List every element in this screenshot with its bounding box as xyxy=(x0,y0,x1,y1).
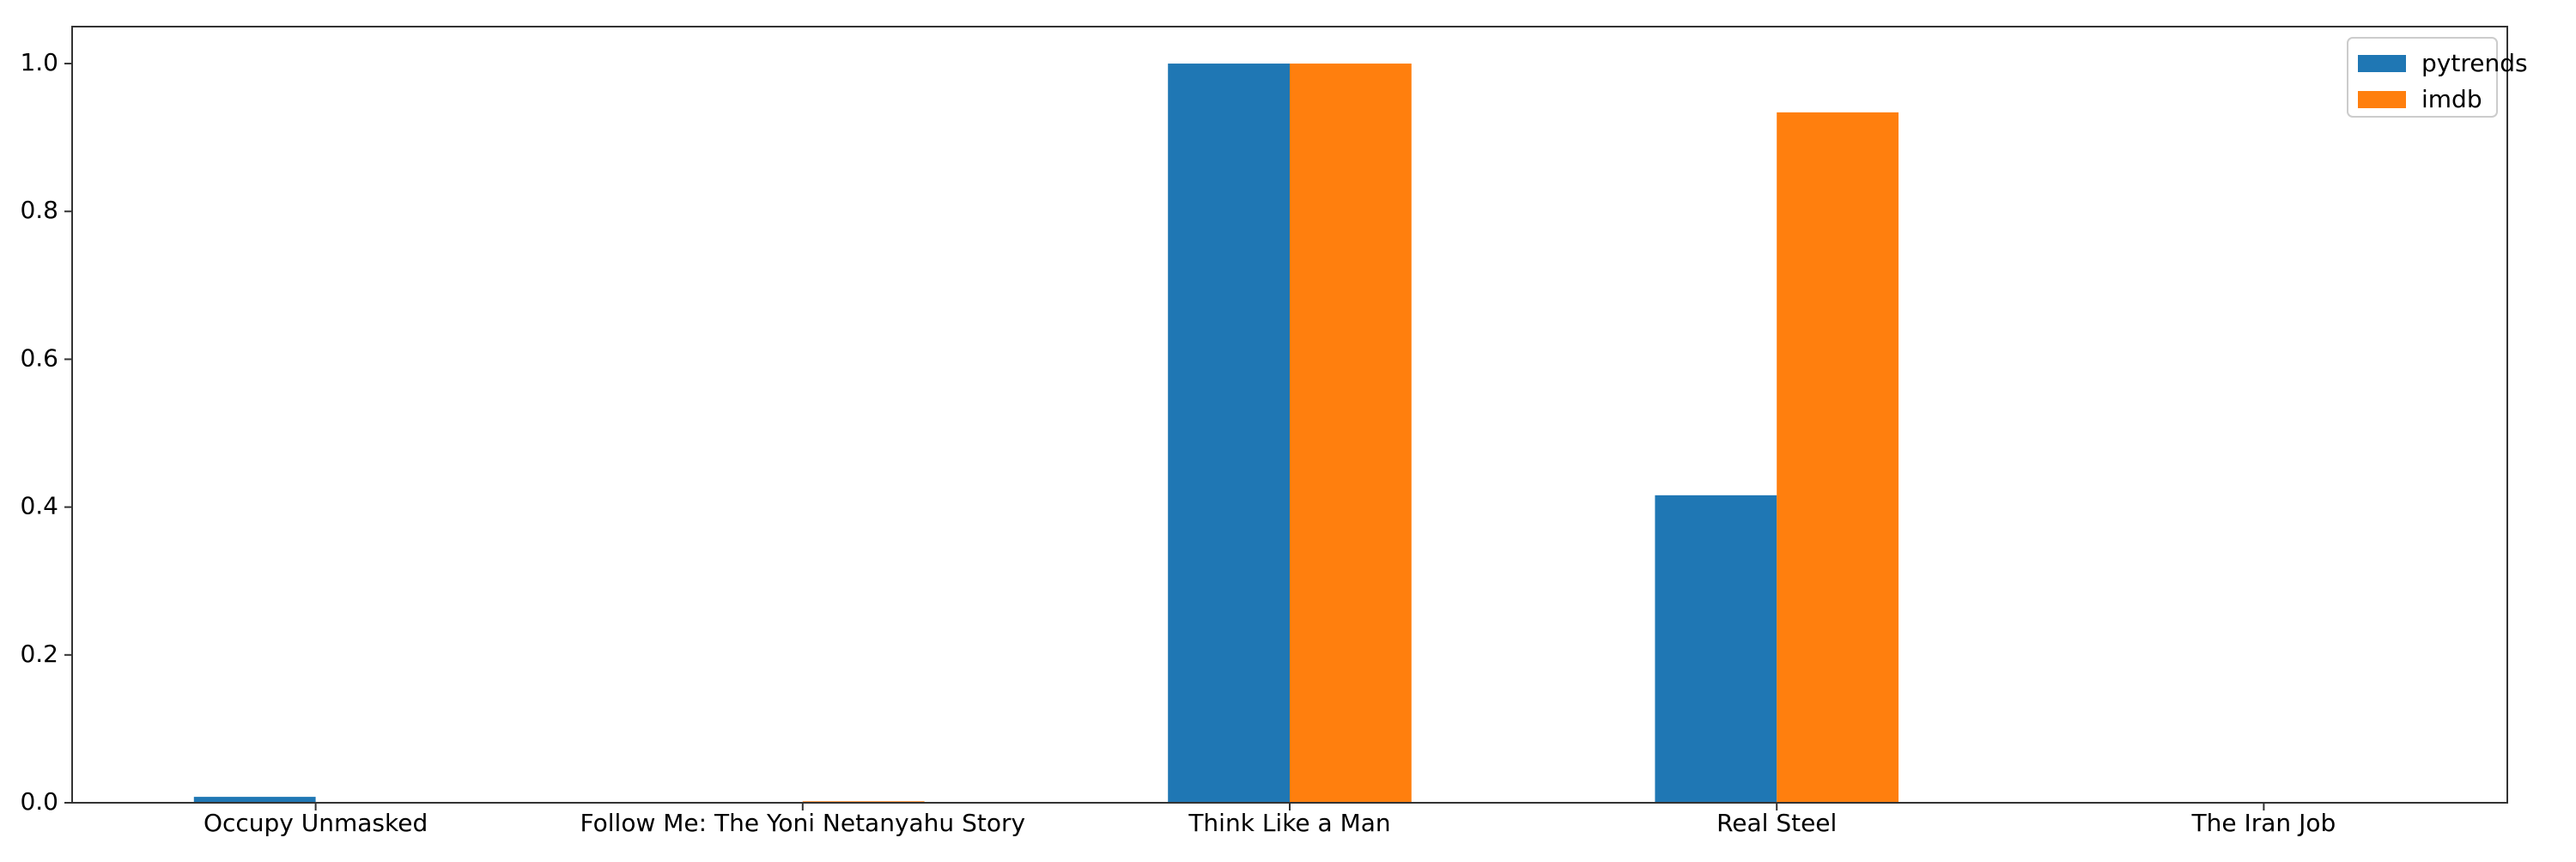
x-axis: Occupy Unmasked Follow Me: The Yoni Netan… xyxy=(204,803,2336,837)
y-tick-label: 0.6 xyxy=(20,343,58,372)
bar-imdb-3 xyxy=(1777,112,1899,803)
y-axis: 0.0 0.2 0.4 0.6 0.8 1.0 xyxy=(20,48,72,816)
y-tick-label: 1.0 xyxy=(20,48,58,76)
bars-layer xyxy=(193,64,1899,804)
y-tick-label: 0.8 xyxy=(20,196,58,224)
plot-frame xyxy=(71,26,2508,804)
x-tick-label: Real Steel xyxy=(1716,809,1837,837)
x-tick-label: Occupy Unmasked xyxy=(204,809,428,837)
x-tick-label: Follow Me: The Yoni Netanyahu Story xyxy=(580,809,1026,837)
legend-swatch-pytrends xyxy=(2358,55,2406,72)
bar-pytrends-0 xyxy=(193,797,316,803)
x-tick-label: Think Like a Man xyxy=(1188,809,1390,837)
bar-pytrends-3 xyxy=(1655,495,1777,803)
bar-imdb-2 xyxy=(1290,64,1412,804)
x-tick-label: The Iran Job xyxy=(2191,809,2336,837)
legend-swatch-imdb xyxy=(2358,91,2406,108)
bar-pytrends-2 xyxy=(1168,64,1290,804)
y-tick-label: 0.4 xyxy=(20,492,58,520)
legend: pytrends imdb xyxy=(2347,37,2528,118)
y-tick-label: 0.2 xyxy=(20,640,58,668)
legend-label-pytrends: pytrends xyxy=(2421,49,2528,77)
legend-label-imdb: imdb xyxy=(2421,85,2482,113)
y-tick-label: 0.0 xyxy=(20,787,58,816)
